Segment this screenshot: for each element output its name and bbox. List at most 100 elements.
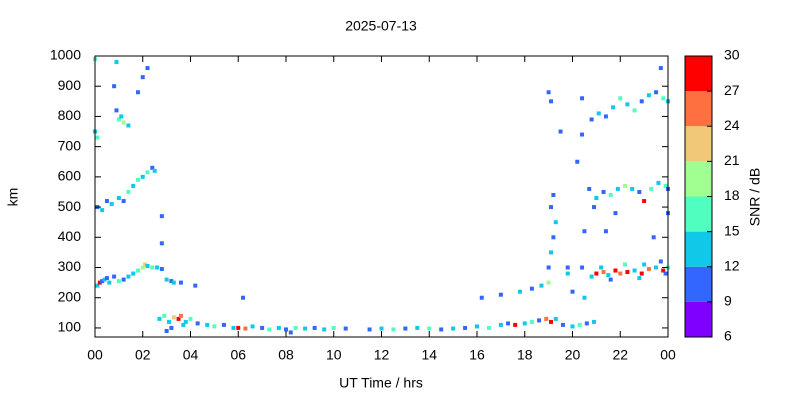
data-point xyxy=(580,265,585,270)
colorbar-tick-label: 9 xyxy=(724,293,732,309)
data-point xyxy=(544,316,549,321)
data-point xyxy=(293,325,298,330)
data-point xyxy=(109,202,114,207)
data-point xyxy=(558,129,563,134)
data-point xyxy=(611,105,616,110)
data-point xyxy=(145,66,150,71)
data-point xyxy=(663,271,668,276)
data-point xyxy=(331,325,336,330)
colorbar-segment xyxy=(685,161,712,197)
x-tick-label: 08 xyxy=(278,347,294,363)
x-tick-label: 20 xyxy=(565,347,581,363)
data-point xyxy=(104,199,109,204)
data-point xyxy=(637,189,642,194)
colorbar-label: SNR / dB xyxy=(747,168,763,226)
data-point xyxy=(135,90,140,95)
data-point xyxy=(618,96,623,101)
data-point xyxy=(276,325,281,330)
data-point xyxy=(661,96,666,101)
data-point xyxy=(250,324,255,329)
data-point xyxy=(157,316,162,321)
x-tick-label: 02 xyxy=(135,347,151,363)
data-point xyxy=(582,295,587,300)
data-point xyxy=(181,322,186,327)
data-point xyxy=(658,66,663,71)
colorbar-tick-label: 30 xyxy=(724,47,740,63)
data-point xyxy=(140,174,145,179)
x-tick-label: 22 xyxy=(612,347,628,363)
data-point xyxy=(343,326,348,331)
data-point xyxy=(537,318,542,323)
data-point xyxy=(221,322,226,327)
colorbar-tick-label: 27 xyxy=(724,82,740,98)
data-point xyxy=(603,229,608,234)
data-point xyxy=(116,196,121,201)
data-point xyxy=(150,265,155,270)
data-point xyxy=(379,326,384,331)
data-point xyxy=(367,327,372,332)
data-point xyxy=(243,326,248,331)
data-point xyxy=(322,327,327,332)
y-tick-label: 600 xyxy=(58,168,82,184)
data-point xyxy=(551,235,556,240)
data-point xyxy=(126,189,131,194)
data-point xyxy=(155,265,160,270)
data-point xyxy=(632,108,637,113)
data-point xyxy=(601,270,606,275)
data-point xyxy=(608,192,613,197)
data-point xyxy=(560,322,565,327)
chart-title: 2025-07-13 xyxy=(345,18,417,34)
data-point xyxy=(241,295,246,300)
data-point xyxy=(135,177,140,182)
x-tick-label: 16 xyxy=(469,347,485,363)
data-point xyxy=(178,313,183,318)
data-point xyxy=(463,325,468,330)
data-point xyxy=(169,325,174,330)
data-point xyxy=(415,325,420,330)
data-point xyxy=(288,330,293,335)
data-point xyxy=(284,327,288,332)
data-point xyxy=(475,324,479,329)
data-point xyxy=(178,280,183,285)
data-point xyxy=(549,250,554,255)
data-point xyxy=(506,321,511,326)
data-point xyxy=(164,277,169,282)
data-point xyxy=(498,322,503,327)
y-tick-label: 900 xyxy=(58,77,82,93)
colorbar-tick-label: 24 xyxy=(724,117,740,133)
data-point xyxy=(159,241,164,246)
data-point xyxy=(551,192,556,197)
data-point xyxy=(601,189,606,194)
y-tick-label: 400 xyxy=(58,228,82,244)
data-point xyxy=(608,277,613,282)
data-point xyxy=(143,262,148,267)
colorbar-tick-label: 21 xyxy=(724,152,740,168)
colorbar-tick-label: 18 xyxy=(724,187,740,203)
data-point xyxy=(642,199,647,204)
data-point xyxy=(599,265,604,270)
colorbar-segment xyxy=(685,196,712,232)
data-point xyxy=(126,123,131,128)
data-point xyxy=(107,280,112,285)
data-point xyxy=(131,271,136,276)
data-point xyxy=(656,180,661,185)
data-point xyxy=(159,267,164,272)
data-point xyxy=(121,199,126,204)
data-point xyxy=(95,135,100,140)
x-tick-label: 14 xyxy=(421,347,437,363)
data-point xyxy=(119,114,124,119)
colorbar-segment xyxy=(685,231,712,267)
data-point xyxy=(582,229,587,234)
data-point xyxy=(639,271,644,276)
colorbar-segment xyxy=(685,266,712,302)
data-point xyxy=(580,96,585,101)
data-point xyxy=(649,186,654,191)
y-tick-label: 500 xyxy=(58,198,82,214)
y-tick-label: 200 xyxy=(58,288,82,304)
data-point xyxy=(176,316,181,321)
data-point xyxy=(145,263,150,268)
data-point xyxy=(594,196,599,201)
data-point xyxy=(145,170,150,175)
data-point xyxy=(114,60,119,65)
data-point xyxy=(654,90,659,95)
